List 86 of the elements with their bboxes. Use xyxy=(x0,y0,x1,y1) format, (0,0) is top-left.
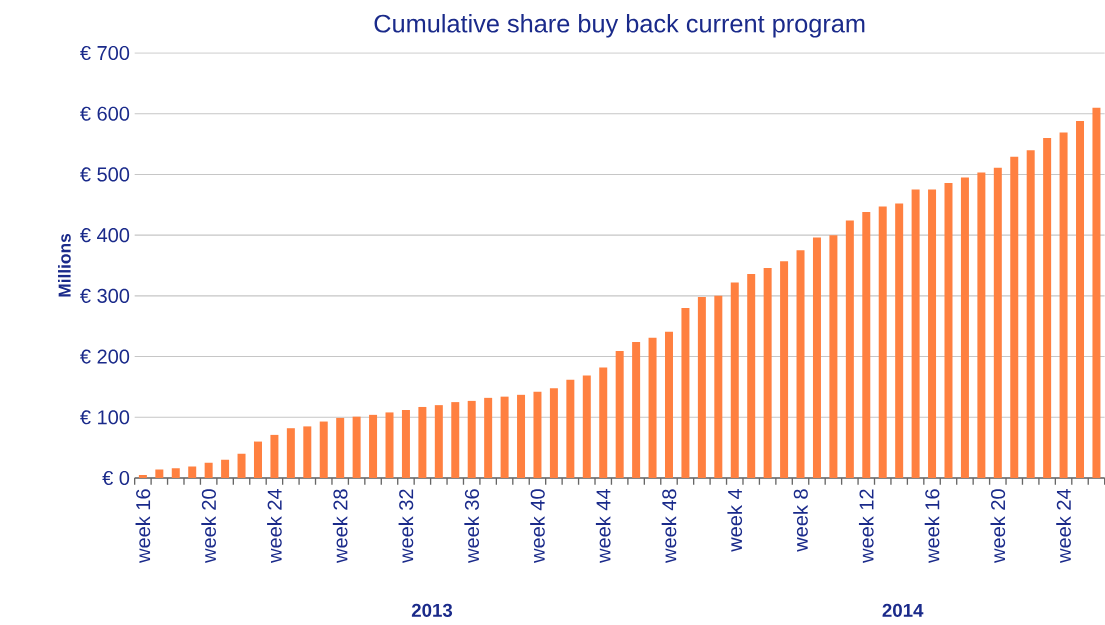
y-tick-label: € 200 xyxy=(80,349,130,364)
text: 2013 xyxy=(411,603,453,617)
bar xyxy=(599,367,608,478)
bar xyxy=(944,182,953,478)
text: 2014 xyxy=(882,603,924,617)
x-tick-label: week 24 xyxy=(267,489,282,563)
bar xyxy=(533,391,542,478)
bar xyxy=(895,203,904,478)
bar xyxy=(1059,132,1068,478)
bar xyxy=(352,416,361,478)
bar xyxy=(1026,150,1035,478)
x-tick-label: week 40 xyxy=(530,489,545,563)
bar xyxy=(171,468,180,478)
bar xyxy=(188,466,197,478)
bar xyxy=(401,410,410,478)
bar xyxy=(993,167,1002,478)
bar xyxy=(911,189,920,478)
bar xyxy=(549,388,558,478)
bar xyxy=(714,295,723,478)
y-tick-label: € 400 xyxy=(80,228,130,243)
x-tick-label: week 4 xyxy=(727,489,743,552)
bar xyxy=(303,426,312,478)
bar xyxy=(977,172,986,478)
bar xyxy=(155,469,164,478)
y-tick-label: € 700 xyxy=(80,45,130,61)
bar xyxy=(632,342,641,478)
bar xyxy=(648,337,657,478)
x-tick-label: week 16 xyxy=(924,489,940,563)
bar xyxy=(434,405,443,478)
y-tick-label: € 500 xyxy=(80,167,130,182)
bar xyxy=(780,261,789,478)
x-tick-label: week 44 xyxy=(595,489,611,563)
y-tick-label: € 100 xyxy=(80,410,130,425)
x-tick-label: week 20 xyxy=(990,489,1006,563)
bar xyxy=(862,212,871,478)
bar xyxy=(566,379,575,478)
y-tick-label: € 0 xyxy=(102,470,130,486)
x-tick-label: week 8 xyxy=(793,489,808,552)
x-tick-label: week 20 xyxy=(201,489,216,563)
bar xyxy=(829,235,838,478)
bar xyxy=(747,274,756,478)
bar xyxy=(812,237,821,478)
bar xyxy=(517,394,526,478)
bar xyxy=(928,189,937,478)
bar xyxy=(730,282,739,478)
bar xyxy=(1076,121,1085,478)
y-tick-label: € 600 xyxy=(80,106,130,121)
bar xyxy=(582,375,591,478)
bar xyxy=(845,220,854,478)
x-tick-label: week 12 xyxy=(858,489,874,563)
x-tick-label: week 32 xyxy=(398,489,414,563)
x-tick-label: week 16 xyxy=(135,489,151,563)
x-tick-label: week 36 xyxy=(464,489,480,563)
bar xyxy=(467,400,476,478)
bar xyxy=(960,177,969,478)
y-axis-title: Millions xyxy=(58,233,71,297)
bar xyxy=(1010,156,1019,478)
x-tick-label: week 28 xyxy=(332,489,348,563)
bar xyxy=(221,459,230,478)
bar xyxy=(286,428,295,478)
bar xyxy=(484,397,493,478)
chart-title: Cumulative share buy back current program xyxy=(374,14,865,38)
bar xyxy=(138,474,147,478)
bar xyxy=(697,297,706,478)
bar xyxy=(796,250,805,478)
x-tick-label: week 48 xyxy=(661,489,677,563)
bar xyxy=(237,453,246,478)
bar xyxy=(665,331,673,478)
bar xyxy=(385,412,394,478)
bar xyxy=(500,396,509,478)
y-tick-label: € 300 xyxy=(80,288,130,303)
bar xyxy=(763,267,772,478)
bar xyxy=(253,441,262,478)
bar xyxy=(681,308,690,478)
bar xyxy=(319,421,328,478)
bar xyxy=(369,414,378,478)
bar xyxy=(418,406,427,478)
bar xyxy=(1092,107,1101,478)
bar xyxy=(451,402,460,478)
x-tick-label: week 24 xyxy=(1056,489,1071,563)
bar xyxy=(204,462,213,478)
bar xyxy=(336,417,345,478)
bar xyxy=(270,434,279,478)
bar xyxy=(615,351,624,478)
bar xyxy=(878,206,887,478)
bar xyxy=(1043,138,1052,478)
